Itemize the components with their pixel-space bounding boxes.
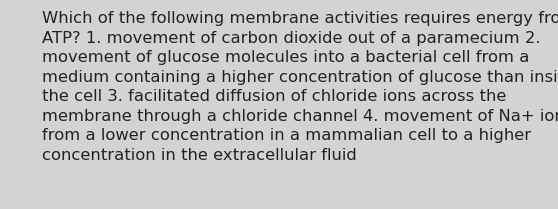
Text: Which of the following membrane activities requires energy from
ATP? 1. movement: Which of the following membrane activiti… bbox=[42, 11, 558, 163]
